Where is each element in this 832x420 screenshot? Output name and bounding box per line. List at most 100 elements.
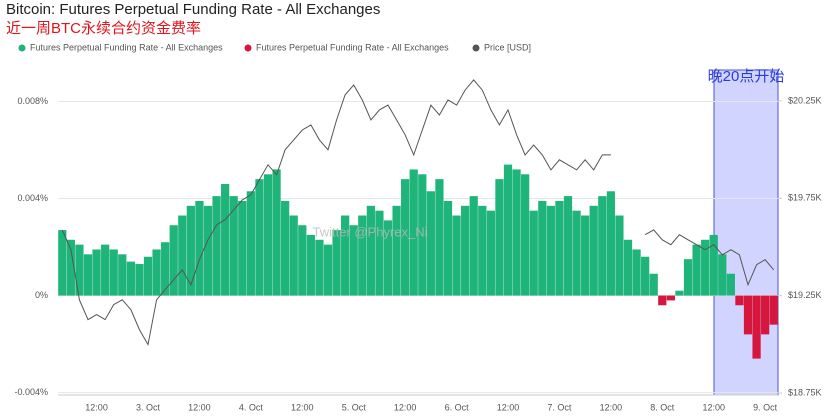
bar — [272, 169, 281, 296]
bar — [658, 295, 667, 306]
bar — [178, 215, 187, 296]
x-tick-label: 6. Oct — [445, 402, 470, 412]
bar — [118, 254, 127, 296]
bar — [306, 234, 315, 296]
annotation: 晚20点开始 — [708, 68, 785, 85]
bar — [521, 174, 530, 296]
bar — [366, 205, 375, 296]
bar — [743, 295, 753, 335]
x-tick-label: 12:00 — [702, 402, 725, 412]
bar — [349, 225, 358, 296]
bar — [75, 244, 84, 296]
legend-label: Price [USD] — [484, 42, 531, 52]
bar — [221, 183, 230, 296]
legend-marker — [244, 44, 252, 52]
bar — [675, 290, 684, 296]
x-tick-label: 7. Oct — [547, 402, 572, 412]
bar — [615, 215, 624, 296]
bar — [435, 179, 444, 296]
bar — [101, 244, 110, 296]
bar — [683, 259, 693, 296]
bar — [701, 239, 710, 296]
y-tick-label: 0% — [35, 290, 48, 300]
bar — [66, 239, 75, 296]
bar — [555, 200, 564, 296]
bar — [83, 254, 93, 296]
bar — [392, 205, 401, 296]
legend-label: Futures Perpetual Funding Rate - All Exc… — [30, 42, 223, 52]
legend-marker — [18, 44, 26, 52]
bar — [641, 256, 650, 296]
bar — [598, 196, 607, 296]
bar — [263, 174, 273, 296]
bar — [315, 239, 324, 296]
bar — [152, 249, 161, 296]
bar — [409, 169, 418, 296]
x-tick-label: 4. Oct — [239, 402, 264, 412]
x-tick-label: 12:00 — [497, 402, 520, 412]
bar — [478, 205, 487, 296]
bar — [512, 169, 521, 296]
bar — [761, 295, 770, 335]
x-tick-label: 8. Oct — [650, 402, 675, 412]
bar — [726, 273, 735, 296]
bar — [126, 261, 135, 296]
bar — [255, 179, 264, 296]
bar — [443, 200, 453, 296]
bar — [632, 249, 641, 296]
bar — [58, 230, 67, 296]
bar — [401, 179, 410, 296]
bar — [649, 273, 658, 296]
bar — [469, 196, 478, 296]
bar — [589, 205, 598, 296]
bar — [563, 196, 573, 296]
bar — [281, 200, 290, 296]
highlight-band — [713, 69, 779, 396]
bar — [623, 239, 633, 296]
plot-area: -0.004% 0% 0.004% 0.008% $18.75K $19.25K $19.7… — [14, 79, 822, 412]
bar — [503, 164, 513, 296]
y2-tick-label: $19.75K — [788, 193, 822, 203]
bar — [486, 210, 495, 296]
bar — [332, 230, 341, 296]
bar — [203, 205, 213, 296]
bar — [546, 205, 555, 296]
x-tick-label: 3. Oct — [136, 402, 161, 412]
bar — [289, 215, 298, 296]
bar — [495, 179, 504, 296]
legend-marker — [472, 44, 480, 52]
bar — [606, 191, 615, 296]
y2-tick-label: $19.25K — [788, 290, 822, 300]
x-tick-label: 9. Oct — [753, 402, 778, 412]
x-tick-label: 12:00 — [291, 402, 314, 412]
bar — [161, 242, 170, 296]
chart-subtitle: 近一周BTC永续合约资金费率 — [6, 20, 201, 37]
x-tick-label: 12:00 — [85, 402, 108, 412]
bar — [452, 215, 461, 296]
bar — [383, 220, 393, 296]
bar — [718, 254, 727, 296]
bar — [323, 244, 333, 296]
x-tick-label: 12:00 — [188, 402, 211, 412]
bar — [109, 249, 118, 296]
legend-label: Futures Perpetual Funding Rate - All Exc… — [256, 42, 449, 52]
bar — [581, 215, 590, 296]
bar — [186, 205, 195, 296]
bar — [195, 200, 204, 296]
bar — [572, 210, 581, 296]
watermark: Twitter @Phyrex_Ni — [312, 224, 427, 239]
bar — [358, 215, 367, 296]
bar — [752, 295, 761, 359]
bar — [212, 196, 221, 296]
bar — [246, 191, 255, 296]
bar — [709, 234, 718, 296]
bar — [769, 295, 778, 325]
bar — [538, 200, 547, 296]
bar — [229, 196, 238, 296]
x-tick-label: 5. Oct — [342, 402, 367, 412]
bar — [375, 210, 384, 296]
bar — [418, 174, 427, 296]
bar — [238, 200, 247, 296]
bar — [143, 256, 153, 296]
y-tick-label: 0.004% — [17, 193, 48, 203]
